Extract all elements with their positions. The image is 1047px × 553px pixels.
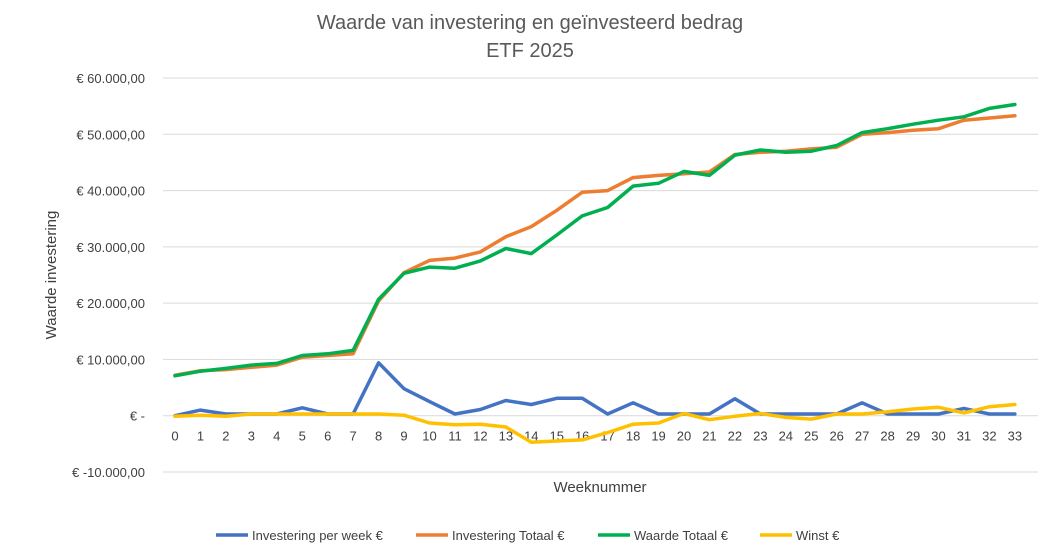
y-tick-label: € 50.000,00 bbox=[76, 127, 145, 142]
series-line-0 bbox=[173, 361, 1017, 418]
x-tick-label: 22 bbox=[728, 429, 742, 444]
x-tick-label: 12 bbox=[473, 429, 487, 444]
x-tick-label: 27 bbox=[855, 429, 869, 444]
x-tick-label: 10 bbox=[422, 429, 436, 444]
y-axis-title: Waarde investering bbox=[43, 211, 60, 340]
x-tick-label: 8 bbox=[375, 429, 382, 444]
x-tick-label: 30 bbox=[931, 429, 945, 444]
y-tick-label: € 40.000,00 bbox=[76, 184, 145, 199]
y-tick-label: € - bbox=[130, 409, 145, 424]
y-tick-label: € 20.000,00 bbox=[76, 296, 145, 311]
legend: Investering per week € Investering Totaal… bbox=[216, 528, 840, 543]
legend-label: Investering per week € bbox=[252, 528, 384, 543]
x-tick-label: 25 bbox=[804, 429, 818, 444]
x-tick-label: 23 bbox=[753, 429, 767, 444]
x-tick-label: 32 bbox=[982, 429, 996, 444]
x-tick-label: 1 bbox=[197, 429, 204, 444]
x-tick-label: 28 bbox=[880, 429, 894, 444]
x-tick-label: 24 bbox=[779, 429, 793, 444]
legend-label: Investering Totaal € bbox=[452, 528, 565, 543]
x-tick-label: 9 bbox=[400, 429, 407, 444]
x-tick-label: 0 bbox=[171, 429, 178, 444]
x-tick-label: 19 bbox=[651, 429, 665, 444]
x-tick-label: 33 bbox=[1008, 429, 1022, 444]
x-tick-label: 4 bbox=[273, 429, 280, 444]
chart-title: Waarde van investering en geïnvesteerd b… bbox=[317, 12, 743, 34]
x-tick-label: 18 bbox=[626, 429, 640, 444]
x-tick-label: 6 bbox=[324, 429, 331, 444]
x-tick-label: 11 bbox=[448, 429, 462, 444]
x-tick-label: 20 bbox=[677, 429, 691, 444]
chart-subtitle: ETF 2025 bbox=[486, 40, 574, 62]
y-tick-label: € 60.000,00 bbox=[76, 71, 145, 86]
x-tick-label: 29 bbox=[906, 429, 920, 444]
x-tick-label: 3 bbox=[248, 429, 255, 444]
x-tick-label: 31 bbox=[957, 429, 971, 444]
series-line-3 bbox=[173, 402, 1017, 444]
x-tick-label: 2 bbox=[222, 429, 229, 444]
legend-label: Winst € bbox=[796, 528, 840, 543]
series-line-1 bbox=[173, 113, 1017, 377]
x-axis-title: Weeknummer bbox=[553, 479, 646, 496]
x-tick-label: 21 bbox=[702, 429, 716, 444]
y-tick-label: € 30.000,00 bbox=[76, 240, 145, 255]
y-tick-label: € 10.000,00 bbox=[76, 352, 145, 367]
series-line-2 bbox=[173, 102, 1017, 378]
series-lines bbox=[173, 102, 1017, 444]
x-tick-label: 7 bbox=[350, 429, 357, 444]
legend-label: Waarde Totaal € bbox=[634, 528, 729, 543]
x-tick-label: 5 bbox=[299, 429, 306, 444]
y-tick-label: € -10.000,00 bbox=[72, 465, 145, 480]
x-tick-label: 13 bbox=[499, 429, 513, 444]
y-axis-ticks: € 60.000,00 € 50.000,00 € 40.000,00 € 30.00… bbox=[72, 71, 145, 480]
x-tick-label: 26 bbox=[829, 429, 843, 444]
